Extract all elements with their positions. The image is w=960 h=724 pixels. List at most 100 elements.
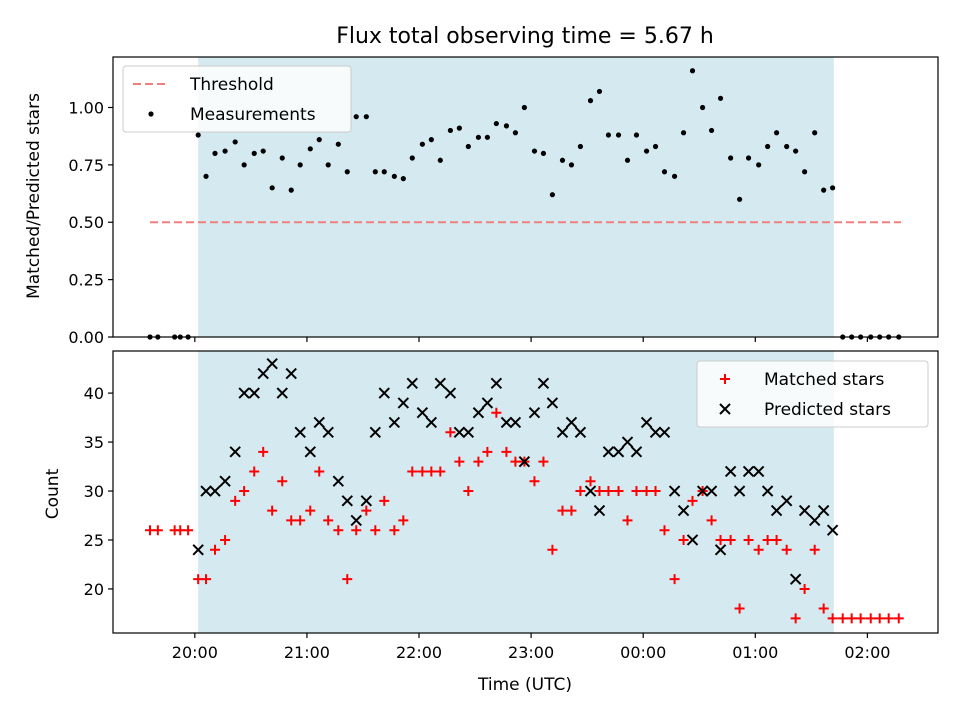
matched-star-marker — [323, 515, 334, 526]
matched-star-marker — [445, 427, 456, 438]
measurement-point — [728, 155, 734, 161]
matched-star-marker — [491, 407, 502, 418]
predicted-star-marker — [686, 534, 699, 546]
measurement-point — [475, 134, 482, 140]
matched-star-marker — [613, 486, 624, 497]
measurement-point — [689, 68, 696, 74]
predicted-star-marker — [518, 455, 531, 468]
matched-star-marker — [435, 466, 446, 477]
legend-box — [696, 360, 929, 428]
bottom-panel-y-axis-label: Count — [43, 468, 63, 519]
predicted-star-marker — [229, 446, 241, 458]
predicted-star-marker — [332, 475, 345, 487]
x-tick-label: 20:00 — [172, 643, 218, 662]
measurement-point — [241, 162, 247, 168]
matched-star-marker — [594, 486, 605, 497]
measurement-point — [671, 173, 678, 179]
matched-star-marker — [361, 505, 372, 516]
legend-marker — [148, 111, 154, 117]
matched-star-marker — [277, 476, 288, 487]
measurement-point — [260, 148, 266, 154]
measurement-point — [465, 143, 471, 150]
predicted-star-marker — [500, 416, 513, 429]
matched-star-marker — [398, 515, 409, 526]
bottom-series-1 — [192, 358, 839, 585]
predicted-star-marker — [565, 416, 578, 429]
legend-label: Predicted stars — [764, 400, 891, 420]
predicted-star-marker — [509, 416, 522, 429]
matched-star-marker — [407, 466, 418, 477]
x-tick-label: 23:00 — [508, 643, 554, 662]
measurement-point — [503, 123, 510, 129]
measurement-point — [615, 132, 622, 138]
bottom-y-tick-label: 40 — [84, 384, 104, 403]
matched-star-marker — [342, 574, 353, 585]
matched-star-marker — [547, 544, 558, 555]
top-y-tick-label: 0.25 — [68, 271, 104, 290]
top-panel-y-axis-label: Matched/Predicted stars — [24, 93, 44, 299]
matched-star-marker — [557, 505, 568, 516]
matched-star-marker — [239, 486, 250, 497]
measurement-point — [773, 130, 780, 136]
predicted-star-marker — [481, 397, 494, 409]
top-y-tick-label: 0.50 — [68, 213, 104, 232]
matched-star-marker — [706, 515, 717, 526]
measurement-point — [745, 155, 752, 161]
predicted-star-marker — [248, 387, 260, 399]
matched-star-marker — [585, 476, 596, 487]
bottom-series-0 — [144, 407, 904, 624]
predicted-star-marker — [798, 504, 811, 517]
measurement-point — [830, 185, 836, 191]
predicted-star-marker — [425, 416, 438, 429]
predicted-star-marker — [444, 387, 457, 399]
matched-star-marker — [463, 486, 474, 497]
matched-star-marker — [743, 534, 754, 545]
x-tick-label: 01:00 — [732, 643, 778, 662]
matched-star-marker — [249, 466, 260, 477]
predicted-star-marker — [350, 514, 362, 527]
measurement-point — [568, 162, 575, 168]
matched-star-marker — [426, 466, 437, 477]
measurement-point — [288, 187, 294, 193]
matched-star-marker — [874, 613, 885, 624]
bottom-y-tick-label: 20 — [84, 580, 104, 599]
predicted-star-marker — [416, 406, 429, 419]
matched-star-marker — [575, 486, 586, 497]
measurement-point — [708, 127, 715, 134]
predicted-star-marker — [780, 495, 793, 507]
top-y-tick-label: 0.75 — [68, 156, 104, 175]
predicted-star-marker — [238, 387, 250, 399]
matched-star-marker — [762, 534, 773, 545]
matched-star-marker — [687, 495, 698, 506]
predicted-star-marker — [761, 485, 774, 497]
matched-star-marker — [389, 525, 400, 536]
matched-star-marker — [650, 486, 661, 497]
predicted-star-marker — [658, 426, 671, 438]
matched-star-marker — [305, 505, 316, 516]
x-tick-label: 02:00 — [844, 643, 890, 662]
x-axis-label: Time (UTC) — [477, 675, 572, 695]
measurement-point — [222, 148, 228, 154]
measurement-point — [624, 157, 631, 163]
matched-star-marker — [529, 476, 540, 487]
matched-star-marker — [501, 446, 512, 457]
predicted-star-marker — [714, 544, 727, 556]
predicted-star-marker — [294, 426, 306, 438]
predicted-star-marker — [668, 485, 681, 497]
predicted-star-marker — [369, 426, 382, 438]
measurement-point — [484, 134, 490, 140]
measurement-point — [633, 132, 640, 138]
matched-star-marker — [855, 613, 866, 624]
measurement-point — [605, 132, 612, 138]
chart-title: Flux total observing time = 5.67 h — [336, 24, 714, 49]
measurement-point — [203, 173, 209, 179]
bottom-panel: 20 25 30 35 40 20:00 21:00 22:00 23:00 00:00 01:00… — [84, 350, 939, 662]
matched-star-marker — [669, 574, 680, 585]
predicted-star-marker — [304, 446, 316, 458]
measurement-point — [577, 143, 584, 150]
matched-star-marker — [510, 456, 521, 467]
predicted-star-marker — [817, 504, 830, 517]
measurement-point — [680, 130, 687, 136]
measurement-point — [736, 196, 743, 202]
